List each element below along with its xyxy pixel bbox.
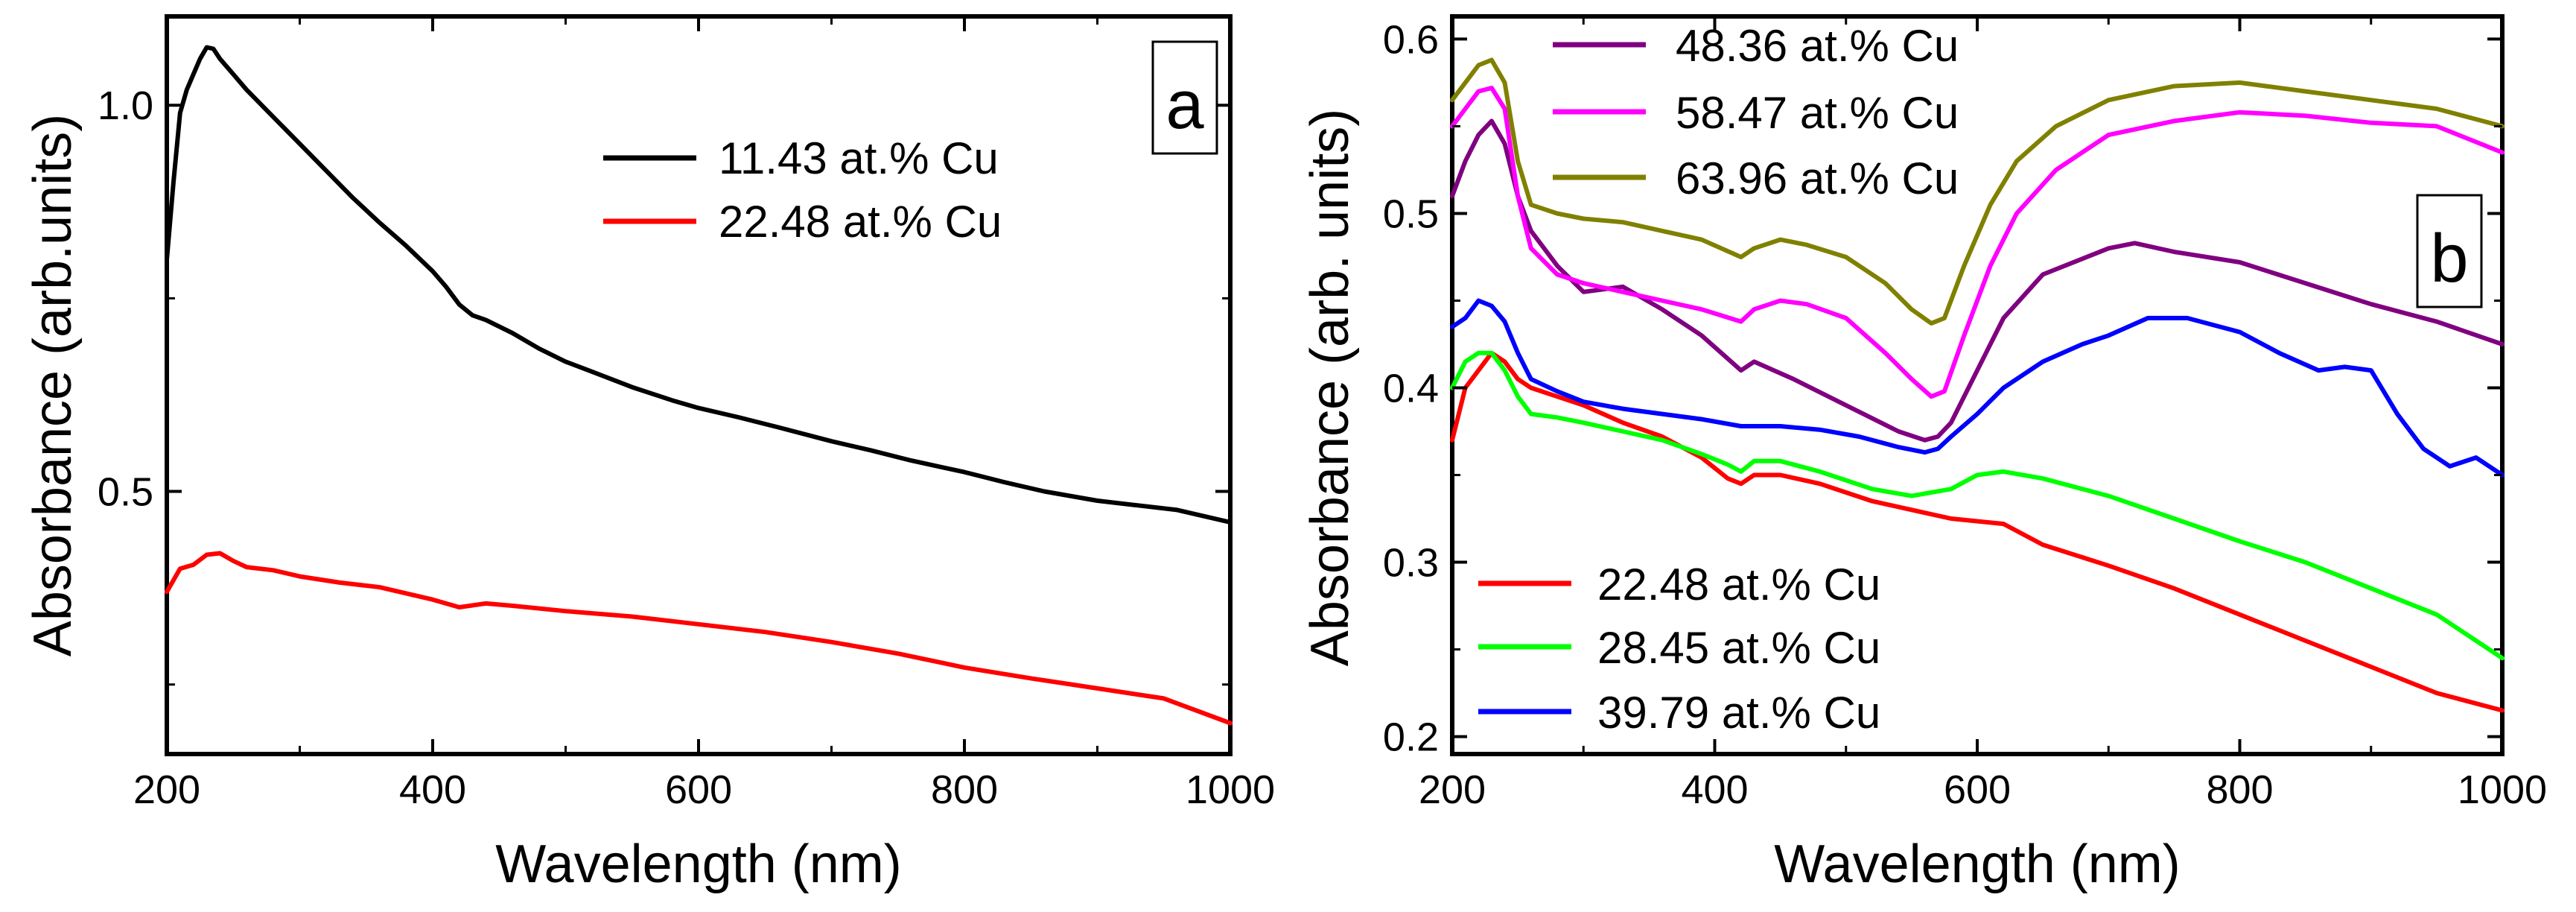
panel-a-series-2-line bbox=[165, 551, 1233, 726]
panel-b-legend-bottom-label-3: 39.79 at.% Cu bbox=[1597, 688, 1880, 738]
panel-b-series-2-line bbox=[1450, 86, 2505, 399]
panel-b-legend-bottom-label-1: 22.48 at.% Cu bbox=[1597, 560, 1880, 609]
panel-b-x-tick-label: 800 bbox=[2206, 767, 2273, 812]
panel-b-tag-box bbox=[2416, 194, 2483, 308]
panel-a-x-axis-title: Wavelength (nm) bbox=[495, 835, 902, 894]
panel-a-tag-box bbox=[1151, 40, 1218, 155]
panel-a-legend-label-1: 11.43 at.% Cu bbox=[719, 133, 999, 183]
panel-b-series-6-line bbox=[1450, 298, 2505, 478]
panel-b-legend-top-label-3: 63.96 at.% Cu bbox=[1676, 153, 1959, 203]
panel-a-ticks-group: 200 400 600 800 1000 0.5 1.0 bbox=[98, 16, 1275, 812]
panel-a-series-group bbox=[165, 45, 1233, 726]
panel-b-tag: b bbox=[2430, 221, 2468, 297]
panel-b-legend-top-label-2: 58.47 at.% Cu bbox=[1676, 88, 1959, 138]
panel-b-series-3-line bbox=[1450, 57, 2505, 326]
panel-b-ticks-group: 200 400 600 800 1000 0.2 0.3 0.4 0.5 0.6 bbox=[1383, 16, 2547, 812]
panel-b: 200 400 600 800 1000 0.2 0.3 0.4 0.5 0.6 48.36 at… bbox=[1300, 14, 2547, 894]
panel-a-x-tick-label: 800 bbox=[931, 767, 998, 812]
panel-a-x-tick-label: 400 bbox=[399, 767, 466, 812]
panel-b-y-tick-label: 0.2 bbox=[1383, 715, 1439, 760]
panel-b-y-tick-label: 0.3 bbox=[1383, 541, 1439, 586]
panel-a-x-tick-label: 200 bbox=[133, 767, 200, 812]
panel-b-legend-bottom-label-2: 28.45 at.% Cu bbox=[1597, 623, 1880, 673]
panel-a-x-tick-label: 1000 bbox=[1186, 767, 1275, 812]
panel-b-x-axis-title: Wavelength (nm) bbox=[1774, 835, 2181, 894]
panel-a-y-tick-label: 1.0 bbox=[98, 83, 153, 128]
panel-a-legend-label-2: 22.48 at.% Cu bbox=[719, 197, 1002, 247]
panel-a-series-1-line bbox=[165, 45, 1233, 525]
panel-b-x-tick-label: 1000 bbox=[2458, 767, 2547, 812]
panel-a-y-tick-label: 0.5 bbox=[98, 470, 153, 515]
panel-b-series-1-line bbox=[1450, 118, 2505, 443]
panel-b-x-tick-label: 200 bbox=[1419, 767, 1486, 812]
panel-b-y-tick-label: 0.5 bbox=[1383, 191, 1439, 236]
panel-a-y-axis-title: Absorbance (arb.units) bbox=[23, 114, 83, 656]
panel-b-y-axis-title: Absorbance (arb. units) bbox=[1300, 109, 1360, 666]
panel-b-series-group bbox=[1450, 57, 2505, 713]
panel-a-plot-frame bbox=[165, 14, 1233, 756]
panel-b-y-tick-label: 0.4 bbox=[1383, 367, 1439, 411]
panel-b-legend-top-label-1: 48.36 at.% Cu bbox=[1676, 21, 1959, 71]
panel-b-x-tick-label: 600 bbox=[1944, 767, 2011, 812]
panel-a-x-tick-label: 600 bbox=[665, 767, 732, 812]
panel-b-series-5-line bbox=[1450, 350, 2505, 661]
panel-b-x-tick-label: 400 bbox=[1681, 767, 1748, 812]
panel-a: 200 400 600 800 1000 0.5 1.0 11.43 at.% Cu 22.… bbox=[23, 14, 1275, 894]
panel-b-series-4-line bbox=[1450, 350, 2505, 713]
panel-b-y-tick-label: 0.6 bbox=[1383, 17, 1439, 62]
panel-a-tag: a bbox=[1165, 67, 1204, 143]
